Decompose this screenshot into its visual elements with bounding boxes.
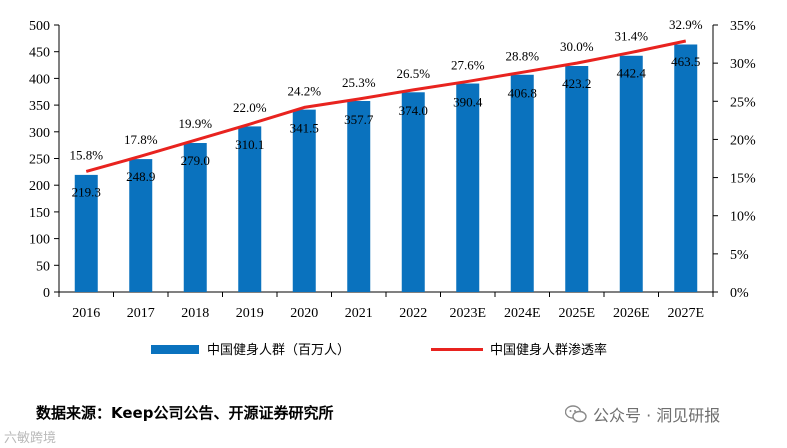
bar-value-label: 357.7 xyxy=(344,112,374,127)
y-left-tick-label: 450 xyxy=(29,46,50,61)
y-left-tick-label: 200 xyxy=(29,179,50,194)
bar xyxy=(292,109,316,292)
corner-watermark: 六敏跨境 xyxy=(4,431,57,446)
legend-bar-label: 中国健身人群（百万人） xyxy=(207,342,350,358)
x-tick-label: 2021 xyxy=(345,306,373,321)
data-labels: 219.3 248.9 279.0 310.1 341.5 357.7 374.0 390.4… xyxy=(69,17,702,199)
y-left-tick-label: 50 xyxy=(36,259,50,274)
x-tick-label: 2027E xyxy=(667,306,704,321)
line-value-label: 22.0% xyxy=(233,100,267,115)
x-tick-label: 2025E xyxy=(558,306,595,321)
watermark: 公众号 · 洞见研报 xyxy=(565,402,720,426)
bar xyxy=(510,74,534,292)
y-right-tick-label: 0% xyxy=(730,286,749,301)
bar xyxy=(347,100,371,293)
legend: 中国健身人群（百万人） 中国健身人群渗透率 xyxy=(151,342,607,358)
penetration-line xyxy=(85,39,687,173)
x-tick-label: 2020 xyxy=(290,306,318,321)
bar-value-label: 279.0 xyxy=(181,153,210,168)
source-note: 数据来源：Keep公司公告、开源证券研究所 xyxy=(36,404,334,422)
line-series xyxy=(85,39,687,173)
line-value-label: 24.2% xyxy=(287,83,321,98)
bar xyxy=(565,66,589,292)
line-value-label: 26.5% xyxy=(396,66,430,81)
line-value-label: 31.4% xyxy=(614,28,648,43)
line-value-label: 17.8% xyxy=(124,132,158,147)
y-left-tick-label: 500 xyxy=(29,19,50,34)
y-right-tick-label: 5% xyxy=(730,248,749,263)
line-value-label: 27.6% xyxy=(451,57,485,72)
line-value-label: 19.9% xyxy=(178,116,212,131)
bar-series xyxy=(74,44,698,293)
y-right-tick-label: 25% xyxy=(730,95,756,110)
bar xyxy=(183,143,207,292)
bar-value-label: 248.9 xyxy=(126,169,155,184)
bar-value-label: 423.2 xyxy=(562,76,591,91)
y-left-tick-label: 400 xyxy=(29,72,50,87)
bar xyxy=(238,126,262,292)
wechat-icon xyxy=(565,405,587,423)
bar xyxy=(401,92,425,292)
x-tick-label: 2024E xyxy=(504,306,541,321)
line-value-label: 25.3% xyxy=(342,75,376,90)
y-left-tick-label: 300 xyxy=(29,126,50,141)
x-tick-label: 2017 xyxy=(127,306,155,321)
x-tick-label: 2019 xyxy=(236,306,264,321)
bar xyxy=(674,44,698,293)
bar-value-label: 219.3 xyxy=(72,184,101,199)
legend-bar-swatch xyxy=(151,345,199,354)
y-right-tick-label: 30% xyxy=(730,57,756,72)
bar-value-label: 463.5 xyxy=(671,54,700,69)
y-left-tick-label: 0 xyxy=(43,286,50,301)
bar xyxy=(456,83,480,292)
legend-line-label: 中国健身人群渗透率 xyxy=(490,342,607,358)
bar-value-label: 442.4 xyxy=(617,65,647,80)
y-left-tick-label: 250 xyxy=(29,153,50,168)
bar xyxy=(129,159,153,292)
bar xyxy=(619,55,643,293)
line-value-label: 30.0% xyxy=(560,39,594,54)
line-value-label: 28.8% xyxy=(505,48,539,63)
bar-value-label: 310.1 xyxy=(235,137,264,152)
axes: 0 50 100 150 200 250 300 350 400 450 500 0% 5% 10% 15%… xyxy=(29,19,756,321)
y-right-tick-label: 20% xyxy=(730,133,756,148)
bar-value-label: 390.4 xyxy=(453,94,483,109)
y-right-tick-label: 15% xyxy=(730,172,756,187)
line-value-label: 32.9% xyxy=(669,17,703,32)
y-left-tick-label: 350 xyxy=(29,99,50,114)
line-value-label: 15.8% xyxy=(69,147,103,162)
bar-value-label: 374.0 xyxy=(399,103,428,118)
x-tick-label: 2016 xyxy=(72,306,100,321)
x-tick-label: 2023E xyxy=(449,306,486,321)
y-right-tick-label: 35% xyxy=(730,19,756,34)
bar xyxy=(74,174,98,292)
y-left-tick-label: 150 xyxy=(29,206,50,221)
bar-value-label: 341.5 xyxy=(290,120,319,135)
x-tick-label: 2018 xyxy=(181,306,209,321)
watermark-text: 公众号 · 洞见研报 xyxy=(593,406,721,425)
x-tick-label: 2022 xyxy=(399,306,427,321)
y-right-tick-label: 10% xyxy=(730,210,756,225)
x-tick-label: 2026E xyxy=(613,306,650,321)
bar-value-label: 406.8 xyxy=(508,85,537,100)
y-left-tick-label: 100 xyxy=(29,233,50,248)
